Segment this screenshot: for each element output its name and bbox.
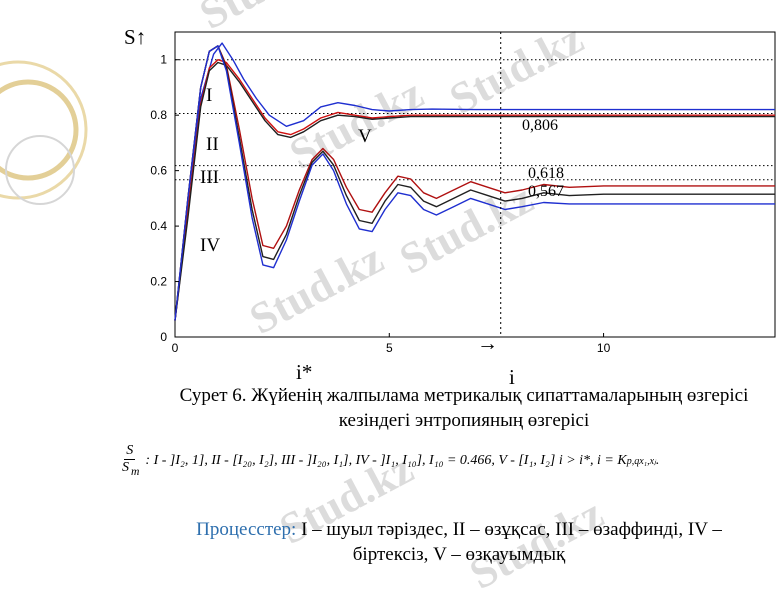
x-marker-label: i* bbox=[296, 360, 312, 384]
x-axis-arrow: → bbox=[477, 331, 498, 355]
y-axis-label: S↑ bbox=[124, 25, 146, 49]
series-line-3 bbox=[174, 45, 775, 321]
series-line-0 bbox=[174, 42, 775, 321]
denominator-subscript: m bbox=[131, 464, 140, 478]
series-line-5 bbox=[174, 45, 775, 321]
series-label-V: V bbox=[358, 126, 372, 147]
y-tick-label: 0.2 bbox=[150, 275, 167, 289]
formula-sup: p,q bbox=[626, 455, 640, 467]
processes-label: Процесстер: bbox=[196, 519, 297, 540]
decor-ring bbox=[0, 79, 79, 181]
series-group bbox=[174, 42, 775, 321]
fraction-numerator: S bbox=[124, 443, 136, 460]
processes-line-2: біртексіз, V – өзқауымдық bbox=[352, 544, 566, 565]
series-line-2 bbox=[174, 61, 775, 321]
x-axis-label: i bbox=[509, 365, 515, 389]
value-label-0567: 0,567 bbox=[528, 183, 564, 200]
y-ticks: 0 0.2 0.4 0.6 0.8 1 bbox=[150, 53, 179, 344]
denominator-symbol: S bbox=[122, 460, 129, 475]
series-label-II: II bbox=[206, 134, 219, 155]
processes-legend: Процесстер: I – шуыл тәріздес, II – өзұқ… bbox=[140, 517, 778, 567]
caption-line-2: кезіндегі энтропияның өзгерісі bbox=[338, 410, 590, 431]
series-label-IV: IV bbox=[200, 235, 220, 256]
value-label-0806: 0,806 bbox=[522, 117, 558, 134]
y-tick-label: 1 bbox=[160, 53, 167, 67]
x-tick-label: 10 bbox=[597, 341, 611, 355]
x-ticks: 0 5 10 bbox=[172, 333, 611, 355]
y-tick-label: 0.4 bbox=[150, 219, 167, 233]
y-tick-label: 0.8 bbox=[150, 108, 167, 122]
y-tick-label: 0.6 bbox=[150, 164, 167, 178]
series-label-I: I bbox=[206, 85, 212, 106]
processes-line-1: I – шуыл тәріздес, II – өзұқсас, III – ө… bbox=[301, 519, 722, 540]
figure-caption: Сурет 6. Жүйенің жалпылама метрикалық си… bbox=[150, 383, 778, 433]
plot-frame bbox=[174, 31, 776, 338]
y-tick-label: 0 bbox=[160, 330, 167, 344]
x-tick-label: 0 bbox=[172, 341, 179, 355]
formula-sub: x₁,xⱼ bbox=[639, 455, 656, 467]
series-label-III: III bbox=[200, 167, 219, 188]
formula-text: : I - ]I₂, 1], II - [I₂₀, I₂], III - ]I₂… bbox=[145, 453, 627, 469]
x-tick-label: 5 bbox=[386, 341, 393, 355]
series-line-1 bbox=[174, 59, 775, 321]
value-label-0618: 0,618 bbox=[528, 165, 564, 182]
entropy-chart: 0 0.2 0.4 0.6 0.8 1 0 5 10 S↑ i* → i I II III I… bbox=[124, 25, 776, 389]
decor-ring bbox=[0, 60, 88, 200]
decor-ring bbox=[5, 135, 75, 205]
series-line-4 bbox=[174, 45, 775, 321]
reference-lines bbox=[175, 59, 775, 181]
formula-period: . bbox=[655, 453, 660, 469]
caption-line-1: Сурет 6. Жүйенің жалпылама метрикалық си… bbox=[179, 385, 749, 406]
